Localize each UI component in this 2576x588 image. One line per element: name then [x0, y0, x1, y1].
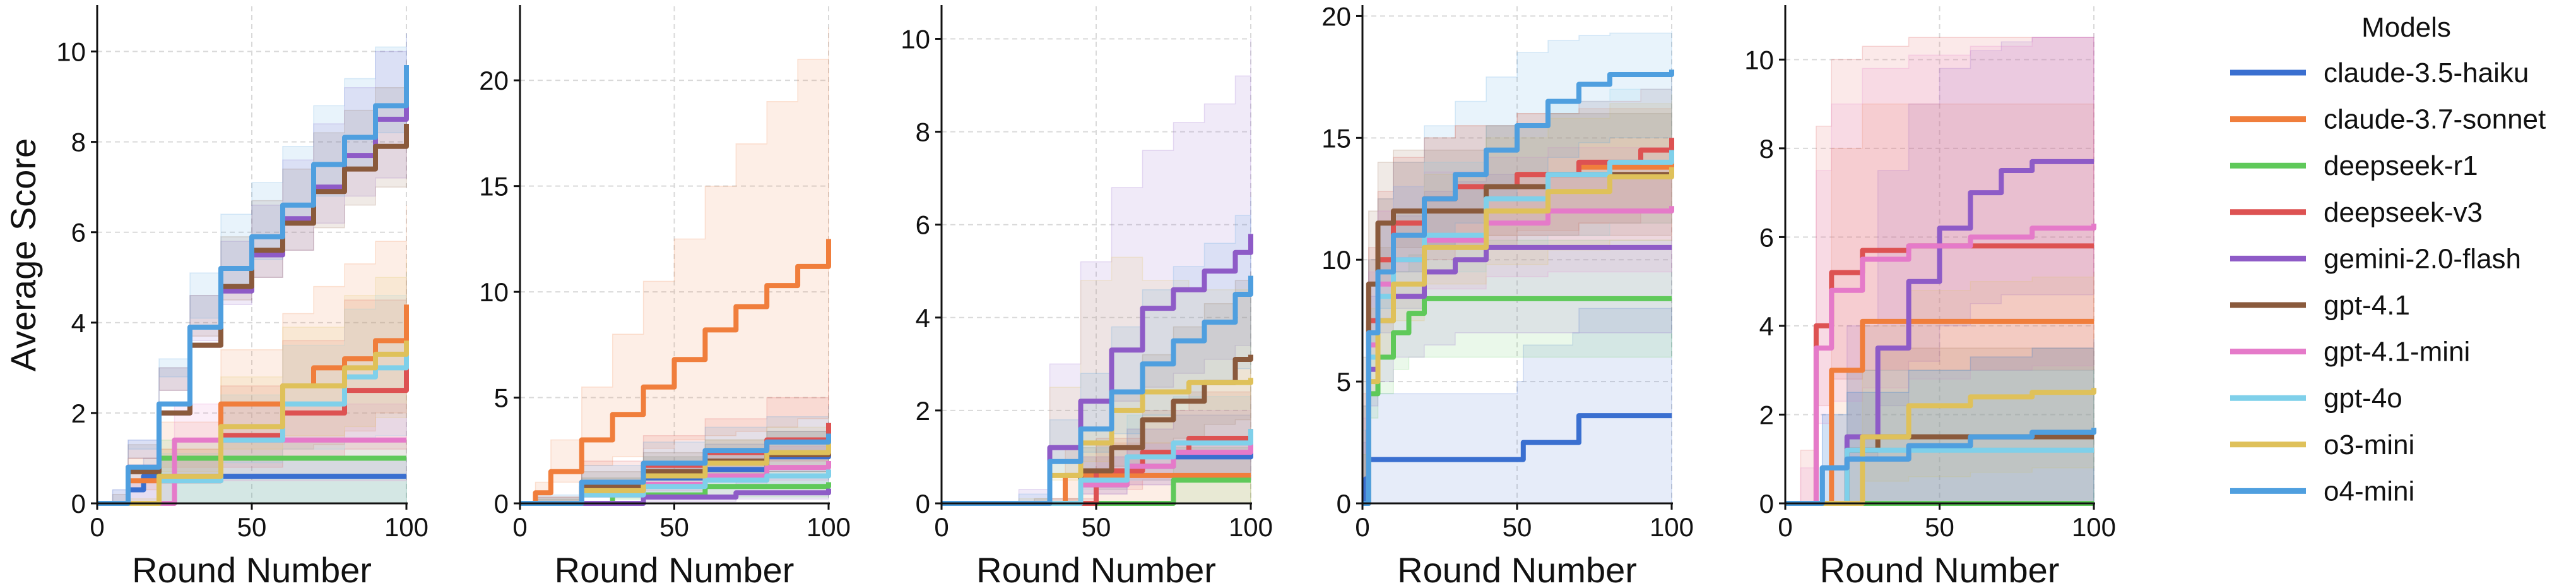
- y-tick-label: 4: [71, 308, 86, 338]
- band-claude-3.7-sonnet: [97, 205, 407, 504]
- panel-4: 0 50 100 0 5 10 15 20 Round Number: [1321, 1, 1694, 588]
- x-tick-label: 100: [1229, 512, 1273, 542]
- y-axis-title: Average Score: [3, 138, 43, 371]
- y-tick-label: 10: [901, 24, 930, 54]
- x-axis-title: Round Number: [976, 550, 1216, 588]
- panel-5: 0 50 100 0 2 4 6 8 10 Round Number: [1744, 5, 2116, 588]
- legend-item: deepseek-r1: [2230, 150, 2478, 181]
- band-claude-3.7-sonnet: [520, 27, 829, 504]
- line-o3-mini: [1362, 167, 1674, 506]
- y-tick-label: 8: [71, 128, 86, 157]
- x-tick-label: 50: [1925, 512, 1954, 542]
- y-tick-label: 8: [1759, 134, 1774, 164]
- confidence-bands: [1785, 33, 2094, 504]
- y-tick-label: 0: [71, 489, 86, 519]
- y-tick-label: 6: [916, 210, 930, 240]
- confidence-bands: [1362, 30, 1672, 504]
- line-gpt-4.1-mini: [1785, 224, 2096, 506]
- legend: Models claude-3.5-haiku claude-3.7-sonnet d…: [2230, 12, 2546, 507]
- legend-label: gemini-2.0-flash: [2324, 243, 2521, 274]
- panel-2: 0 50 100 0 5 10 15 20 Round Number: [479, 5, 851, 588]
- x-tick-label: 0: [1778, 512, 1792, 542]
- y-tick-label: 6: [71, 218, 86, 248]
- y-tick-label: 0: [1759, 489, 1774, 519]
- y-tick-label: 15: [479, 172, 509, 201]
- x-tick-label: 50: [237, 512, 267, 542]
- y-tick-label: 4: [916, 303, 930, 333]
- legend-label: gpt-4o: [2324, 383, 2402, 414]
- series-lines: [1362, 69, 1674, 506]
- y-tick-label: 5: [494, 383, 509, 413]
- x-tick-label: 50: [1503, 512, 1532, 542]
- x-tick-label: 0: [1355, 512, 1369, 542]
- line-o4-mini: [1785, 428, 2096, 506]
- legend-item: claude-3.7-sonnet: [2230, 104, 2546, 135]
- y-tick-label: 20: [479, 66, 509, 95]
- y-tick-label: 8: [916, 117, 930, 147]
- legend-item: deepseek-v3: [2230, 197, 2483, 228]
- legend-label: gpt-4.1: [2324, 290, 2410, 321]
- legend-item: o4-mini: [2230, 476, 2414, 507]
- x-tick-label: 0: [512, 512, 527, 542]
- line-gemini-2.0-flash: [942, 234, 1253, 506]
- x-tick-label: 100: [806, 512, 851, 542]
- legend-title: Models: [2361, 12, 2451, 43]
- legend-label: gpt-4.1-mini: [2324, 337, 2470, 368]
- legend-item: claude-3.5-haiku: [2230, 57, 2529, 88]
- y-tick-label: 2: [71, 399, 86, 428]
- x-tick-label: 100: [1650, 512, 1694, 542]
- x-tick-label: 0: [90, 512, 104, 542]
- line-claude-3.7-sonnet: [520, 239, 831, 506]
- y-tick-label: 0: [916, 489, 930, 519]
- legend-label: o3-mini: [2324, 429, 2414, 460]
- x-tick-label: 100: [384, 512, 428, 542]
- legend-item: gemini-2.0-flash: [2230, 243, 2521, 274]
- series-lines: [97, 65, 409, 506]
- y-tick-label: 10: [479, 277, 509, 307]
- y-tick-label: 0: [1337, 489, 1351, 519]
- legend-label: deepseek-v3: [2324, 197, 2483, 228]
- y-tick-label: 10: [1744, 45, 1774, 75]
- panel-3: 0 50 100 0 2 4 6 8 10 Round Number: [901, 5, 1273, 588]
- y-tick-label: 15: [1321, 123, 1351, 153]
- y-tick-label: 2: [916, 396, 930, 426]
- line-o4-mini: [942, 275, 1253, 506]
- x-axis-title: Round Number: [1397, 550, 1637, 588]
- legend-item: o3-mini: [2230, 429, 2414, 460]
- y-tick-label: 2: [1759, 400, 1774, 429]
- legend-label: o4-mini: [2324, 476, 2414, 507]
- y-tick-label: 10: [56, 37, 86, 67]
- legend-label: deepseek-r1: [2324, 150, 2478, 181]
- x-axis-title: Round Number: [555, 550, 795, 588]
- line-o3-mini: [97, 340, 409, 506]
- y-tick-label: 0: [494, 489, 509, 519]
- band-o4-mini: [1362, 30, 1672, 504]
- band-o3-mini: [1785, 272, 2094, 504]
- legend-item: gpt-4.1-mini: [2230, 337, 2470, 368]
- line-o4-mini: [97, 65, 409, 506]
- x-axis-title: Round Number: [1820, 550, 2060, 588]
- panel-1: 0 50 100 0 2 4 6 8 10 Round Number Average Score: [3, 5, 428, 588]
- legend-label: claude-3.7-sonnet: [2324, 104, 2546, 135]
- line-claude-3.5-haiku: [1362, 413, 1672, 506]
- y-tick-label: 4: [1759, 311, 1774, 341]
- y-tick-label: 5: [1337, 367, 1351, 397]
- legend-item: gpt-4o: [2230, 383, 2402, 414]
- y-tick-label: 10: [1321, 245, 1351, 275]
- line-o4-mini: [1362, 69, 1674, 506]
- x-axis-title: Round Number: [132, 550, 372, 588]
- x-tick-label: 50: [659, 512, 689, 542]
- legend-item: gpt-4.1: [2230, 290, 2410, 321]
- x-tick-label: 100: [2072, 512, 2116, 542]
- y-tick-label: 6: [1759, 222, 1774, 252]
- legend-label: claude-3.5-haiku: [2324, 57, 2529, 88]
- y-tick-label: 20: [1321, 1, 1351, 31]
- x-tick-label: 0: [934, 512, 948, 542]
- x-tick-label: 50: [1082, 512, 1111, 542]
